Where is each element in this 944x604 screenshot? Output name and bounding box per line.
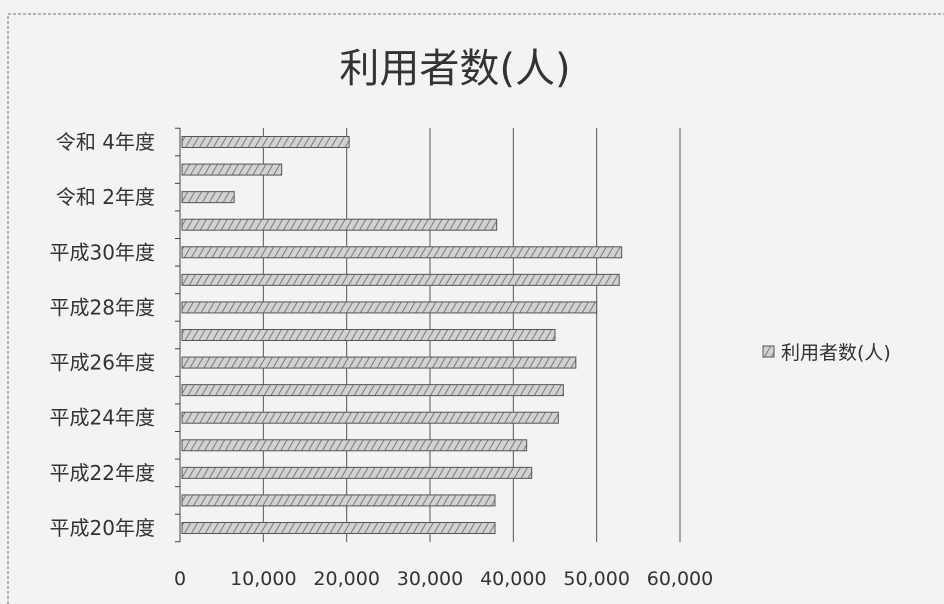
bar <box>181 356 577 369</box>
category-label: 平成24年度 <box>50 406 155 430</box>
bar <box>181 329 556 341</box>
x-tick-label: 60,000 <box>647 568 713 590</box>
bar <box>181 273 620 286</box>
x-tick-labels: 0 10,000 20,000 30,000 40,000 50,000 60,000 <box>174 568 713 590</box>
x-tick-label: 10,000 <box>230 568 296 590</box>
bar <box>181 218 498 231</box>
chart-frame <box>7 13 944 604</box>
x-tick-label: 0 <box>174 568 186 590</box>
bar <box>181 246 623 259</box>
category-label: 令和 2年度 <box>56 185 155 209</box>
chart-title: 利用者数(人) <box>339 46 570 92</box>
legend-label: 利用者数(人) <box>781 342 891 364</box>
category-label: 平成20年度 <box>50 516 155 540</box>
bar <box>181 136 350 148</box>
bar <box>181 522 496 534</box>
x-tick-label: 40,000 <box>480 568 546 590</box>
x-tick-label: 20,000 <box>313 568 379 590</box>
bar <box>181 466 533 479</box>
legend: 利用者数(人) <box>762 342 891 364</box>
category-label: 平成30年度 <box>50 240 155 264</box>
category-label: 令和 4年度 <box>56 130 155 154</box>
bar <box>181 494 496 507</box>
x-tick-label: 30,000 <box>397 568 463 590</box>
bars-layer <box>181 136 623 534</box>
bar <box>181 439 528 452</box>
bar <box>181 384 564 397</box>
bar <box>181 411 559 424</box>
bar <box>181 301 598 314</box>
legend-swatch <box>762 345 775 358</box>
x-tick-label: 50,000 <box>563 568 629 590</box>
category-label: 平成28年度 <box>50 295 155 319</box>
bar <box>181 163 283 176</box>
category-label: 平成22年度 <box>50 461 155 485</box>
category-label: 平成26年度 <box>50 351 155 375</box>
bar <box>181 191 235 204</box>
